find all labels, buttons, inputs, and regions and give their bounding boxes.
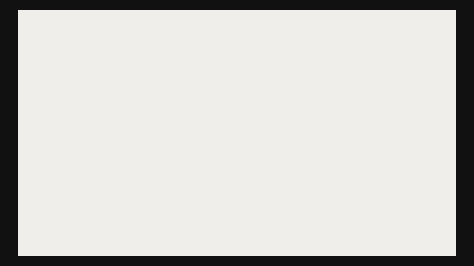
Polygon shape [278, 81, 328, 136]
Text: shaft to pump: shaft to pump [103, 145, 147, 150]
Text: $\eta_p\, \dot{W}_{\mathsf{shaft\ to\ pump}}$: $\eta_p\, \dot{W}_{\mathsf{shaft\ to\ pu… [299, 26, 365, 43]
Text: motor: motor [79, 164, 121, 177]
Text: generator: generator [389, 103, 441, 114]
Text: $\dot{W}_{\mathsf{pump\ to\ fluid}}$: $\dot{W}_{\mathsf{pump\ to\ fluid}}$ [82, 26, 134, 43]
FancyBboxPatch shape [378, 94, 452, 123]
Text: $\eta_p$: $\eta_p$ [34, 35, 51, 52]
Bar [28, 16, 238, 71]
Bar [0, 0, 18, 266]
Text: $\dot{W}$: $\dot{W}$ [133, 83, 146, 98]
Circle shape [70, 78, 130, 138]
Text: $\dot{W}_{\mathsf{shaft\ to\ pump}}$: $\dot{W}_{\mathsf{shaft\ to\ pump}}$ [81, 44, 136, 61]
Bar [0, 0, 474, 18]
Text: turbine: turbine [281, 148, 326, 161]
Text: pump: pump [94, 57, 130, 70]
Text: $=$: $=$ [158, 36, 173, 51]
Circle shape [91, 99, 109, 117]
Text: $\dot{W}$: $\dot{W}$ [225, 85, 238, 101]
Text: pump to fluid: pump to fluid [133, 99, 175, 104]
Text: $\dot{W}$: $\dot{W}$ [103, 130, 116, 145]
Text: $=$: $=$ [269, 36, 284, 51]
Bar [248, 16, 398, 71]
Text: fluid to turbine: fluid to turbine [225, 102, 272, 106]
Text: $\gamma Q$: $\gamma Q$ [323, 44, 341, 60]
Bar [0, 256, 474, 266]
Text: turbine to shaft: turbine to shaft [333, 98, 375, 102]
Text: $T\omega$: $T\omega$ [186, 45, 206, 58]
Text: $h_p$: $h_p$ [254, 34, 271, 53]
Text: $=$: $=$ [50, 36, 65, 51]
Text: $h_p \gamma Q$: $h_p \gamma Q$ [180, 26, 212, 44]
FancyBboxPatch shape [70, 156, 130, 186]
Text: $\dot{W}$: $\dot{W}$ [333, 82, 345, 98]
Bar [456, 0, 474, 266]
